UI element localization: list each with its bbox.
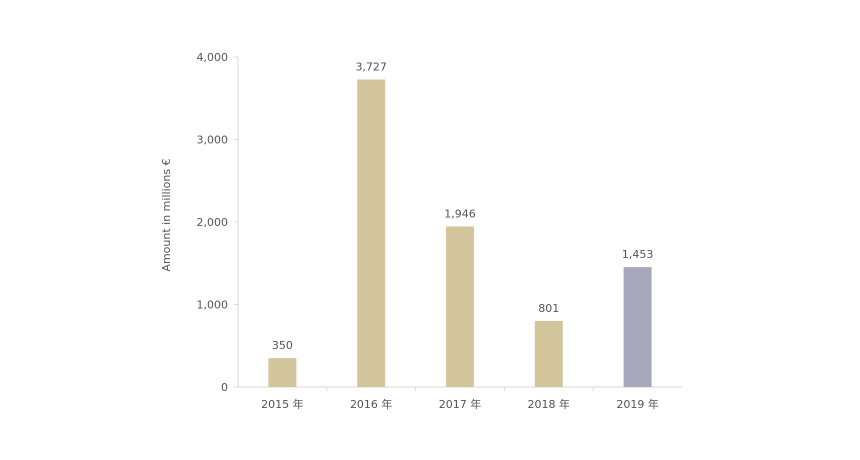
bar-1 <box>268 358 297 387</box>
bar-4 <box>534 320 563 387</box>
x-axis-ticks: 2015 年 2016 年 2017 年 2018 年 2019 年 <box>261 387 659 411</box>
bars <box>268 79 652 388</box>
bar-3 <box>446 226 474 387</box>
bar-value-label: 801 <box>538 302 559 315</box>
bar-value-label: 3,727 <box>355 61 387 74</box>
x-tick-label: 2015 年 <box>261 397 304 411</box>
y-tick-label: 1,000 <box>197 299 229 312</box>
bar-value-label: 350 <box>272 339 293 352</box>
x-tick-label: 2017 年 <box>439 397 482 411</box>
x-tick-label: 2016 年 <box>350 397 393 411</box>
y-tick-label: 2,000 <box>197 216 229 229</box>
bar-5 <box>623 267 652 387</box>
y-tick-label: 3,000 <box>197 134 229 147</box>
y-tick-label: 4,000 <box>197 51 229 64</box>
y-axis-ticks: 0 1,000 2,000 3,000 4,000 <box>197 51 238 394</box>
bar-value-label: 1,946 <box>444 207 476 220</box>
y-tick-label: 0 <box>221 381 228 394</box>
bar-value-label: 1,453 <box>622 248 654 261</box>
y-axis-label: Amount in millions € <box>160 158 173 271</box>
x-tick-label: 2019 年 <box>616 397 659 411</box>
value-labels: 350 3,727 1,946 801 1,453 <box>272 61 653 353</box>
x-tick-label: 2018 年 <box>528 397 571 411</box>
bar-2 <box>357 79 386 388</box>
plot-area: 0 1,000 2,000 3,000 4,000 2015 年 2016 年 2017 年… <box>197 51 682 411</box>
